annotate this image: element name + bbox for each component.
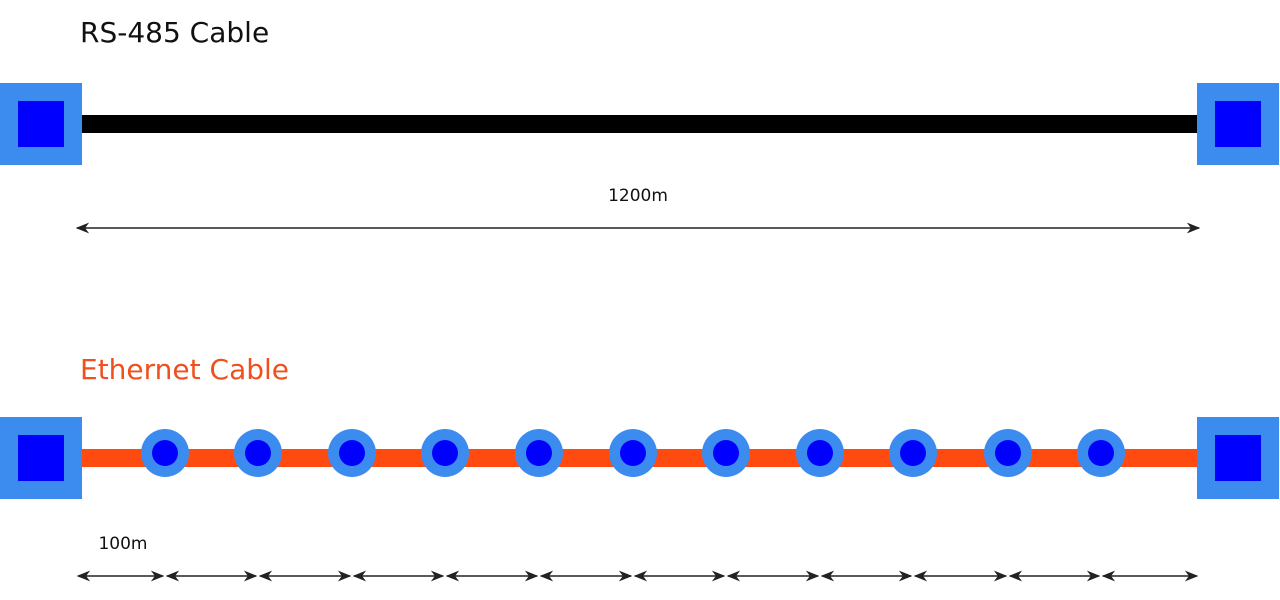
repeater-inner (995, 440, 1021, 466)
repeater-inner (432, 440, 458, 466)
repeater-inner (152, 440, 178, 466)
rs485-end-left (0, 83, 82, 165)
ethernet-end-right (1197, 417, 1279, 499)
rs485-cable (82, 115, 1198, 133)
rs485-title: RS-485 Cable (80, 16, 269, 49)
rs485-end-right (1197, 83, 1279, 165)
repeater-inner (900, 440, 926, 466)
repeater-inner (807, 440, 833, 466)
repeater-inner (620, 440, 646, 466)
repeater-inner (1088, 440, 1114, 466)
repeaters (141, 429, 1125, 477)
repeater-inner (713, 440, 739, 466)
ethernet-segment-length: 100m (98, 534, 147, 554)
repeater-inner (526, 440, 552, 466)
repeater-inner (339, 440, 365, 466)
ethernet-title: Ethernet Cable (80, 353, 289, 386)
repeater-inner (245, 440, 271, 466)
rs485-length: 1200m (608, 186, 668, 206)
ethernet-end-left (0, 417, 82, 499)
